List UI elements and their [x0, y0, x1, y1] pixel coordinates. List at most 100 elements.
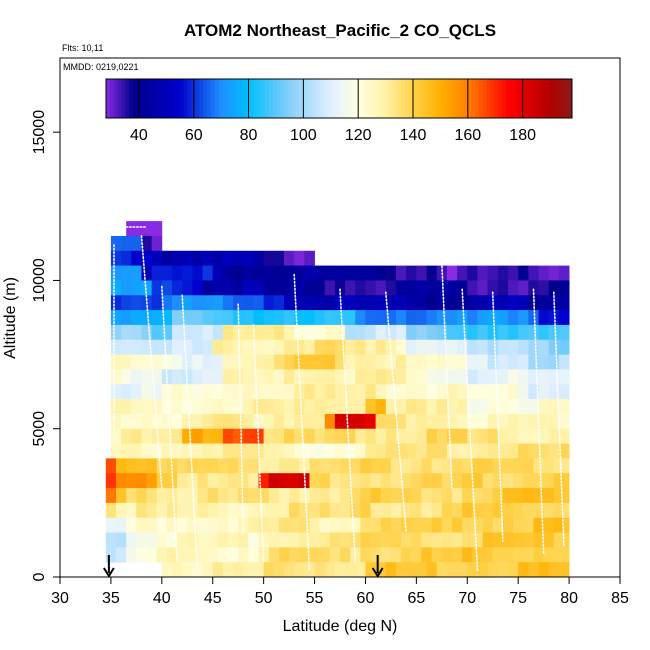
heatmap-cell — [202, 310, 214, 326]
heatmap-cell — [197, 517, 209, 533]
heatmap-cell — [548, 354, 560, 370]
heatmap-cell — [202, 339, 214, 355]
colorbar-swatch — [160, 79, 165, 118]
heatmap-cell — [360, 517, 371, 533]
x-tick-label: 80 — [560, 590, 578, 607]
heatmap-cell — [294, 384, 305, 400]
colorbar-tick-label: 40 — [130, 127, 148, 144]
heatmap-cell — [497, 295, 509, 311]
heatmap-cell — [528, 562, 539, 578]
heatmap-cell — [426, 413, 438, 430]
heatmap-cell — [457, 369, 468, 385]
colorbar-swatch — [300, 79, 305, 118]
heatmap-cell — [528, 280, 539, 296]
heatmap-cell — [441, 502, 453, 519]
heatmap-cell — [457, 562, 468, 578]
heatmap-cell — [243, 310, 254, 326]
heatmap-cell — [426, 310, 438, 326]
colorbar-swatch — [109, 79, 115, 118]
heatmap-cell — [365, 384, 377, 400]
heatmap-cell — [314, 384, 326, 400]
x-tick-label: 45 — [204, 590, 222, 607]
heatmap-cell — [558, 399, 570, 415]
heatmap-cell — [508, 413, 519, 430]
heatmap-cell — [355, 562, 366, 578]
heatmap-cell — [161, 428, 173, 444]
heatmap-cell — [421, 488, 433, 504]
heatmap-cell — [116, 488, 127, 504]
heatmap-cell — [202, 324, 214, 341]
colorbar-swatch — [517, 79, 523, 118]
heatmap-cell — [263, 354, 275, 370]
heatmap-cell — [151, 384, 163, 400]
heatmap-cell — [487, 265, 499, 281]
heatmap-cell — [304, 280, 315, 296]
heatmap-cell — [161, 562, 173, 578]
heatmap-cell — [192, 399, 203, 415]
heatmap-cell — [375, 295, 387, 311]
heatmap-cell — [543, 502, 555, 519]
heatmap-cell — [436, 280, 448, 296]
heatmap-cell — [548, 324, 560, 341]
plot-area — [105, 221, 570, 578]
heatmap-cell — [187, 532, 198, 548]
colorbar-swatch — [203, 79, 208, 118]
heatmap-cell — [345, 399, 356, 415]
heatmap-cell — [202, 384, 214, 400]
heatmap-cell — [202, 265, 214, 281]
heatmap-cell — [523, 502, 534, 519]
heatmap-cell — [248, 517, 259, 533]
heatmap-cell — [385, 369, 397, 385]
colorbar-swatch — [222, 79, 227, 118]
heatmap-cell — [390, 473, 402, 489]
heatmap-cell — [243, 295, 254, 311]
heatmap-cell — [334, 265, 346, 281]
heatmap-cell — [518, 354, 529, 370]
heatmap-cell — [543, 473, 555, 489]
heatmap-cell — [309, 532, 321, 548]
heatmap-cell — [319, 502, 331, 519]
colorbar-swatch — [311, 79, 317, 118]
heatmap-cell — [477, 369, 489, 385]
heatmap-cell — [243, 280, 254, 296]
heatmap-cell — [385, 265, 397, 281]
x-tick-label: 85 — [611, 590, 629, 607]
heatmap-cell — [304, 310, 315, 326]
colorbar-swatch — [152, 79, 157, 118]
heatmap-cell — [528, 428, 539, 444]
heatmap-cell — [492, 488, 504, 504]
colorbar-tick-label: 140 — [400, 127, 427, 144]
y-tick-label: 15000 — [31, 110, 48, 155]
heatmap-cell — [426, 443, 438, 459]
heatmap-cell — [126, 532, 137, 548]
heatmap-cell — [457, 339, 468, 355]
heatmap-cell — [543, 488, 555, 504]
heatmap-cell — [497, 562, 509, 578]
heatmap-cell — [278, 458, 290, 474]
heatmap-cell — [523, 458, 534, 474]
heatmap-cell — [538, 413, 550, 430]
heatmap-cell — [284, 399, 295, 415]
heatmap-cell — [360, 473, 371, 489]
heatmap-cell — [513, 502, 524, 519]
heatmap-cell — [334, 428, 346, 444]
heatmap-cell — [340, 547, 351, 563]
colorbar-swatch — [560, 79, 565, 118]
heatmap-cell — [513, 547, 524, 563]
heatmap-cell — [172, 428, 183, 444]
colorbar-swatch — [439, 79, 445, 118]
heatmap-cell — [355, 428, 366, 444]
heatmap-cell — [304, 354, 315, 370]
heatmap-cell — [268, 458, 280, 474]
heatmap-cell — [497, 399, 509, 415]
heatmap-cell — [268, 547, 280, 563]
heatmap-cell — [492, 458, 504, 474]
colorbar-swatch — [478, 79, 484, 118]
heatmap-cell — [222, 295, 234, 311]
latitude-markers — [103, 555, 384, 578]
heatmap-cell — [289, 547, 300, 563]
heatmap-cell — [177, 532, 188, 548]
heatmap-cell — [273, 413, 285, 430]
heatmap-cell — [538, 310, 550, 326]
heatmap-cell — [548, 413, 560, 430]
